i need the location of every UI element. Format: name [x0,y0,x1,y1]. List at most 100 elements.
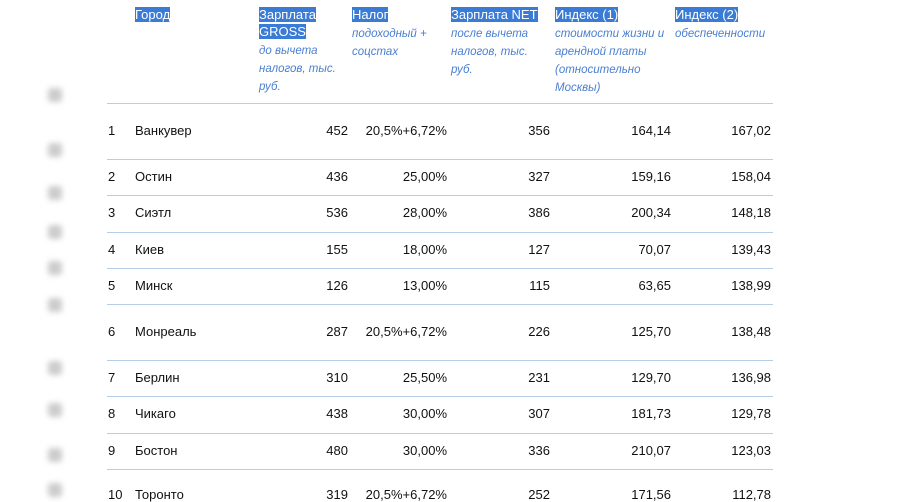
cell-net: 115 [529,278,550,293]
cell-index1: 63,65 [638,278,671,293]
cell-net: 231 [528,370,550,385]
cell-index2: 136,98 [731,370,771,385]
cell-tax: 25,50% [402,370,447,385]
blurred-icon [48,448,62,462]
cell-city: Бостон [135,443,178,458]
column-header[interactable]: Индекс (2) обеспеченности [675,6,775,43]
row-divider [107,433,773,434]
cell-index1: 125,70 [631,324,671,339]
cell-tax: 30,00% [402,406,447,421]
blurred-icon [48,225,62,239]
cell-index1: 159,16 [631,169,671,184]
cell-index2: 129,78 [731,406,771,421]
cell-index2: 158,04 [731,169,771,184]
cell-gross: 480 [326,443,348,458]
column-title: Зарплата NET [451,7,538,22]
cell-index1: 181,73 [631,406,671,421]
column-subtitle: стоимости жизни и арендной платы (относи… [555,28,665,94]
cell-index2: 112,78 [732,487,771,502]
cell-index2: 139,43 [731,242,771,257]
column-title: Индекс (2) [675,7,739,22]
cell-gross: 287 [326,324,348,339]
cell-city: Минск [135,278,173,293]
column-header[interactable]: Город [135,6,245,23]
cell-rank: 1 [108,123,116,138]
cell-tax: 28,00% [402,205,447,220]
column-header[interactable]: Налог подоходный + соцстах [352,6,447,61]
row-divider [107,232,773,233]
cell-index1: 70,07 [638,242,671,257]
column-header[interactable]: Индекс (1) стоимости жизни и арендной пла… [555,6,670,97]
cell-gross: 126 [326,278,348,293]
column-subtitle: обеспеченности [675,28,766,40]
column-subtitle: после вычета налогов, тыс. руб. [451,28,529,76]
row-divider [107,304,773,305]
cell-net: 336 [528,443,550,458]
blurred-icon [48,361,62,375]
column-title: Зарплата GROSS [259,7,316,39]
cell-index1: 129,70 [631,370,671,385]
column-subtitle: до вычета налогов, тыс. руб. [259,45,336,93]
blurred-icon [48,483,62,497]
cell-city: Ванкувер [135,123,192,138]
row-divider [107,360,773,361]
cell-index1: 164,14 [631,123,671,138]
cell-rank: 8 [108,406,116,421]
column-header[interactable]: Зарплата GROSS до вычета налогов, тыс. ру… [259,6,347,96]
blurred-icon [48,88,62,102]
cell-city: Остин [135,169,173,184]
cell-net: 327 [528,169,550,184]
row-divider [107,159,773,160]
cell-tax: 30,00% [402,443,447,458]
column-subtitle: подоходный + соцстах [352,28,427,58]
column-title: Налог [352,7,389,22]
cell-net: 386 [528,205,550,220]
cell-index2: 123,03 [731,443,771,458]
cell-gross: 452 [326,123,348,138]
column-title: Город [135,7,171,22]
row-divider [107,195,773,196]
cell-city: Сиэтл [135,205,172,220]
blurred-icon [48,261,62,275]
cell-rank: 3 [108,205,116,220]
cell-rank: 6 [108,324,116,339]
cell-city: Берлин [135,370,180,385]
cell-city: Торонто [135,487,184,502]
cell-gross: 536 [326,205,348,220]
cell-city: Чикаго [135,406,176,421]
cell-net: 127 [528,242,550,257]
cell-rank: 9 [108,443,116,458]
blurred-icon [48,143,62,157]
cell-city: Киев [135,242,164,257]
cell-index1: 200,34 [631,205,671,220]
cell-index1: 210,07 [631,443,671,458]
column-header[interactable]: Зарплата NET после вычета налогов, тыс. р… [451,6,551,79]
cell-net: 356 [528,123,550,138]
cell-rank: 5 [108,278,116,293]
cell-index1: 171,56 [631,487,671,502]
row-divider [107,103,773,104]
cell-rank: 7 [108,370,116,385]
cell-rank: 10 [108,487,123,502]
cell-net: 252 [528,487,550,502]
cell-rank: 2 [108,169,116,184]
cell-index2: 167,02 [731,123,771,138]
column-title: Индекс (1) [555,7,619,22]
cell-index2: 138,48 [731,324,771,339]
cell-rank: 4 [108,242,116,257]
cell-gross: 438 [326,406,348,421]
cell-net: 226 [528,324,550,339]
row-divider [107,268,773,269]
cell-city: Монреаль [135,324,197,339]
cell-gross: 310 [326,370,348,385]
cell-tax: 25,00% [402,169,447,184]
cell-index2: 148,18 [731,205,771,220]
cell-index2: 138,99 [731,278,771,293]
cell-tax: 20,5%+6,72% [365,487,447,502]
cell-gross: 155 [326,242,348,257]
cell-tax: 20,5%+6,72% [365,324,447,339]
row-divider [107,396,773,397]
row-divider [107,469,773,470]
blurred-icon [48,403,62,417]
blurred-icon [48,298,62,312]
